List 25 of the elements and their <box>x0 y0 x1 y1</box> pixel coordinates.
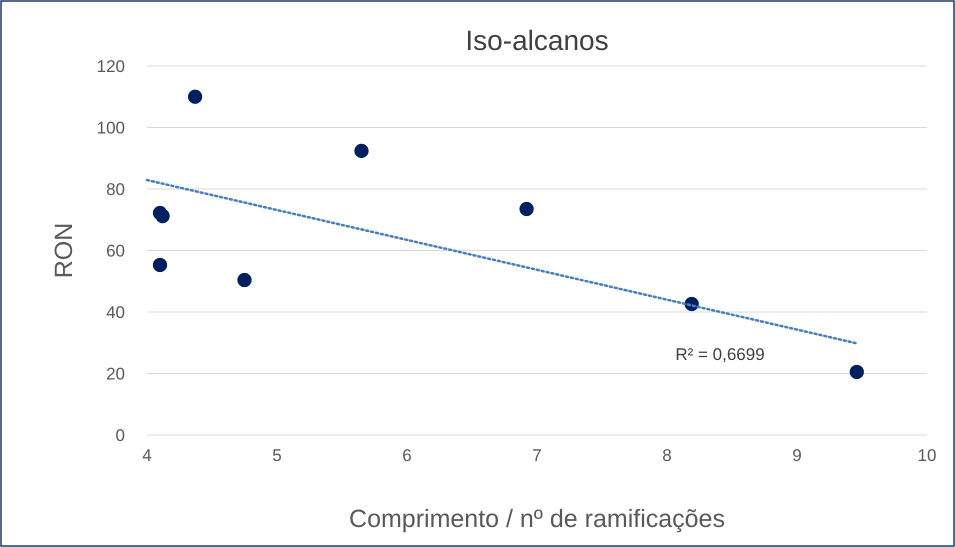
x-tick-label: 10 <box>918 446 936 465</box>
x-tick-label: 9 <box>792 446 802 465</box>
annotation: R² = 0,6699 <box>675 345 765 364</box>
point <box>155 208 170 224</box>
y-tick-label: 0 <box>116 426 125 445</box>
point <box>237 272 252 288</box>
x-tick-label: 4 <box>142 446 152 465</box>
y-tick-label: 60 <box>106 241 125 260</box>
y-tick-label: 120 <box>96 56 125 76</box>
y-tick-label: 20 <box>106 364 125 384</box>
x-tick-label: 6 <box>402 446 412 465</box>
y-tick-label: 40 <box>106 302 125 322</box>
point <box>519 202 534 216</box>
point <box>354 144 369 158</box>
x-tick-label: 5 <box>272 446 282 465</box>
point <box>152 258 168 272</box>
point <box>850 364 864 380</box>
x-axis-title: Comprimento / nº de ramificações <box>349 505 725 533</box>
y-tick-label: 100 <box>96 118 125 138</box>
x-tick-label: 8 <box>662 446 672 465</box>
y-tick-label: 80 <box>106 180 125 199</box>
y-axis-title: RON <box>50 222 78 278</box>
x-tick-label: 7 <box>532 446 542 465</box>
chart-title: Iso-alcanos <box>465 25 609 56</box>
point <box>188 90 202 104</box>
